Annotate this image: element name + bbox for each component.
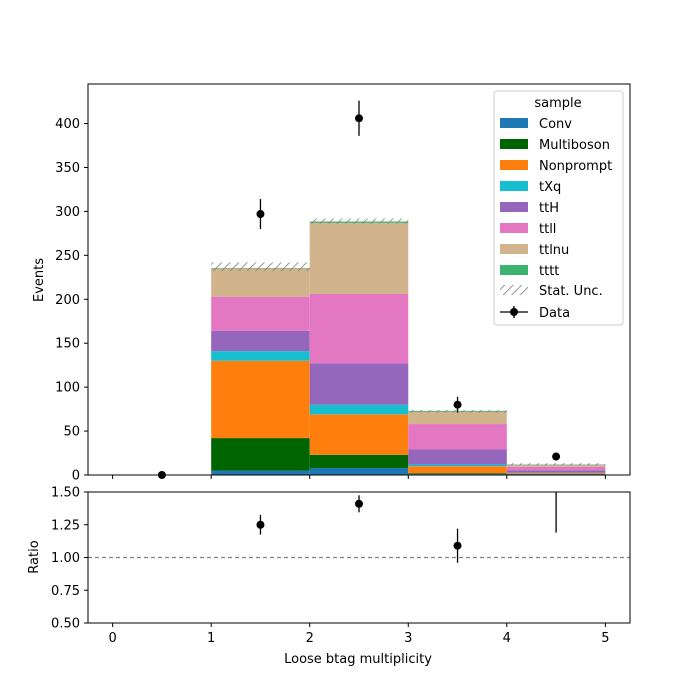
main-y-tick-label-1: 50	[63, 425, 80, 440]
legend-entries: Conv Multiboson Nonprompt tXq ttH ttll ttlnu tt…	[500, 117, 612, 279]
legend: sample Conv Multiboson Nonprompt tXq ttH ttll…	[493, 90, 624, 326]
ratio-y-axis-label: Ratio	[27, 540, 42, 573]
legend-label-ttlnu: ttlnu	[539, 243, 569, 258]
main-y-tick-label-2: 100	[55, 381, 80, 396]
bar-conv-bin-1	[211, 470, 310, 475]
ratio-point-0	[256, 520, 265, 529]
bar-nonprompt-bin-4	[506, 473, 606, 475]
ratio-y-tick-label-4: 1.50	[51, 486, 80, 501]
main-y-tick-label-4: 200	[55, 293, 80, 308]
legend-marker-data	[510, 308, 518, 316]
legend-label-ttll: ttll	[539, 222, 556, 237]
x-tick-label-3: 3	[404, 631, 412, 646]
legend-swatch-stat-unc	[500, 285, 528, 295]
x-axis-label: Loose btag multiplicity	[284, 652, 432, 667]
legend-label-multiboson: Multiboson	[539, 138, 610, 153]
x-tick-label-2: 2	[306, 631, 314, 646]
ratio-point-2	[453, 541, 462, 550]
legend-swatch-ttll	[500, 223, 528, 233]
legend-title: sample	[534, 96, 581, 111]
legend-swatch-tth	[500, 202, 528, 212]
main-y-tick-label-6: 300	[55, 205, 80, 220]
data-point-4	[552, 452, 561, 461]
legend-swatch-conv	[500, 118, 528, 128]
ratio-point-1	[355, 499, 363, 508]
x-tick-label-5: 5	[601, 631, 609, 646]
bar-ttll-bin-3	[408, 424, 507, 450]
data-point-2	[355, 114, 363, 123]
legend-swatch-nonprompt	[500, 160, 528, 170]
legend-swatch-tttt	[500, 265, 528, 275]
legend-label-txq: tXq	[539, 180, 561, 195]
data-points	[157, 100, 561, 479]
stat-unc-band-bin-4	[506, 463, 606, 466]
bar-txq-bin-2	[309, 404, 409, 415]
bar-multiboson-bin-2	[309, 454, 409, 468]
x-tick-label-1: 1	[207, 631, 215, 646]
legend-swatch-multiboson	[500, 139, 528, 149]
bar-ttlnu-bin-2	[309, 222, 409, 294]
bar-multiboson-bin-1	[211, 438, 310, 471]
ratio-y-tick-label-2: 1.00	[51, 551, 80, 566]
ratio-points	[256, 492, 557, 563]
main-y-tick-label-5: 250	[55, 249, 80, 264]
main-y-tick-label-0: 0	[72, 469, 80, 484]
bar-ttll-bin-2	[309, 293, 409, 364]
legend-label-stat-unc: Stat. Unc.	[539, 284, 603, 299]
bar-multiboson-bin-3	[408, 473, 507, 475]
bar-ttll-bin-1	[211, 296, 310, 331]
legend-entry-stat-unc: Stat. Unc.	[500, 284, 603, 299]
legend-label-data: Data	[539, 306, 570, 321]
legend-entry-data: Data	[500, 306, 570, 321]
bar-ttlnu-bin-1	[211, 268, 310, 297]
stacked-bars	[211, 221, 606, 475]
data-point-1	[256, 210, 265, 219]
bar-ttll-bin-4	[506, 466, 606, 471]
bar-txq-bin-3	[408, 464, 507, 467]
main-panel: 0 50 100 150 200 250 300 350 400 Events sample C…	[32, 83, 631, 484]
stat-unc-band-bin-2	[309, 218, 409, 224]
bar-conv-bin-2	[309, 467, 409, 475]
ratio-y-tick-label-3: 1.25	[51, 518, 80, 533]
bar-txq-bin-1	[211, 351, 310, 361]
data-point-3	[453, 400, 462, 409]
bar-ttlnu-bin-4	[506, 464, 606, 467]
ratio-y-tick-label-0: 0.50	[51, 617, 80, 632]
bar-nonprompt-bin-2	[309, 414, 409, 455]
legend-label-nonprompt: Nonprompt	[539, 159, 612, 174]
bar-tth-bin-1	[211, 330, 310, 352]
ratio-panel: 0.50 0.75 1.00 1.25 1.50 0 1 2 3 4 5 Ratio Loose …	[27, 486, 631, 667]
bar-tth-bin-4	[506, 470, 606, 473]
main-x-ticks	[112, 475, 606, 479]
main-y-axis: 0 50 100 150 200 250 300 350 400	[55, 117, 88, 484]
x-tick-label-0: 0	[108, 631, 116, 646]
ratio-y-axis: 0.50 0.75 1.00 1.25 1.50	[51, 486, 88, 632]
stat-unc-band-bin-1	[211, 262, 310, 272]
x-tick-label-4: 4	[503, 631, 511, 646]
main-y-tick-label-3: 150	[55, 337, 80, 352]
main-y-tick-label-8: 400	[55, 117, 80, 132]
bar-nonprompt-bin-3	[408, 466, 507, 474]
legend-swatch-txq	[500, 181, 528, 191]
bar-tth-bin-2	[309, 363, 409, 405]
main-y-axis-label: Events	[32, 258, 47, 302]
bar-ttlnu-bin-3	[408, 411, 507, 425]
main-y-tick-label-7: 350	[55, 161, 80, 176]
legend-label-conv: Conv	[539, 117, 572, 132]
bar-tth-bin-3	[408, 449, 507, 465]
legend-swatch-ttlnu	[500, 244, 528, 254]
ratio-y-tick-label-1: 0.75	[51, 584, 80, 599]
main-plot-frame	[87, 83, 631, 476]
legend-label-tth: ttH	[539, 201, 559, 216]
bar-nonprompt-bin-1	[211, 360, 310, 439]
ratio-x-axis: 0 1 2 3 4 5	[108, 623, 610, 646]
legend-label-tttt: tttt	[539, 264, 559, 279]
